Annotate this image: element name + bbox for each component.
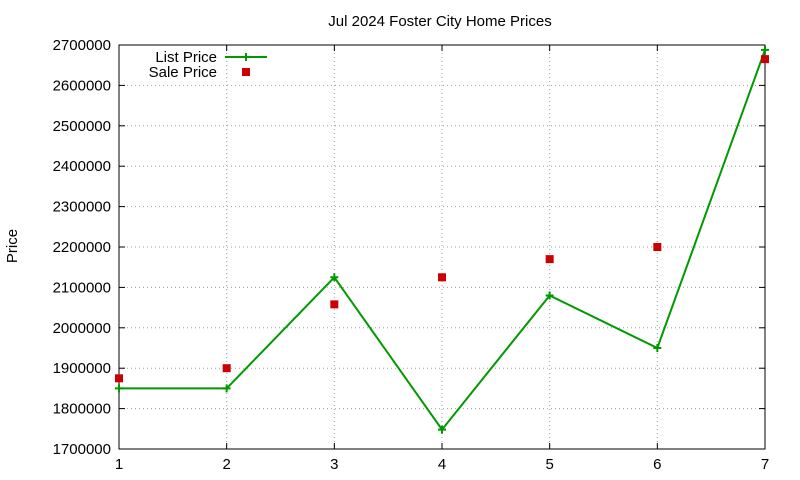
y-tick-label: 1700000 [53,441,111,458]
x-tick-label: 7 [761,456,769,473]
x-tick-label: 3 [330,456,338,473]
legend-swatch-square [242,68,250,76]
chart-title: Jul 2024 Foster City Home Prices [328,13,551,30]
y-tick-label: 2600000 [53,77,111,94]
list-price-point [545,291,554,300]
sale-price-point [761,55,769,64]
y-tick-label: 2000000 [53,320,111,337]
x-tick-label: 4 [438,456,446,473]
x-tick-label: 1 [115,456,123,473]
series-line-list-price [119,49,766,432]
list-price-point [330,273,339,282]
x-tick-label: 2 [222,456,230,473]
sale-price-point [330,300,339,309]
x-tick-label: 6 [653,456,661,473]
legend-label: List Price [155,49,217,66]
sale-price-point [653,243,662,251]
sale-price-point [545,255,554,264]
y-tick-label: 2400000 [53,158,111,175]
list-price-point [115,384,123,393]
axis-ticks: 1700000 1800000 1900000 2000000 2100000 22000… [53,37,770,473]
y-axis-label: Price [4,229,21,263]
y-tick-label: 2100000 [53,279,111,296]
sale-price-point [438,273,446,282]
x-tick-label: 5 [545,456,553,473]
list-price-point [653,344,662,352]
grid [119,45,765,449]
y-tick-label: 2300000 [53,199,111,216]
list-price-point [761,45,769,54]
sale-price-point [222,364,231,373]
sale-price-point [115,374,123,383]
list-price-point [438,425,446,434]
y-tick-label: 2500000 [53,118,111,135]
y-tick-label: 2700000 [53,37,111,54]
series-layer [115,45,769,434]
y-tick-label: 1900000 [53,360,111,377]
legend-swatch-cross [242,53,250,61]
y-tick-label: 1800000 [53,401,111,418]
legend-label: Sale Price [149,64,217,81]
plot-frame [118,44,766,450]
y-tick-label: 2200000 [53,239,111,256]
list-price-point [222,384,231,393]
